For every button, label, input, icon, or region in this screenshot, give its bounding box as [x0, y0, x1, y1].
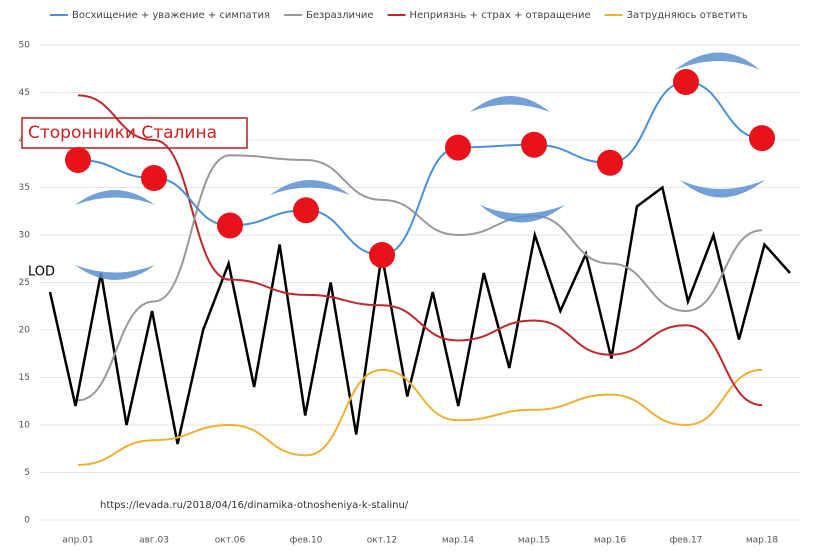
- legend-label: Восхищение + уважение + симпатия: [72, 10, 270, 21]
- moons: [75, 52, 765, 280]
- point: [141, 165, 167, 191]
- y-tick-label: 15: [19, 373, 30, 383]
- legend-label: Неприязнь + страх + отвращение: [410, 10, 591, 21]
- point: [217, 212, 243, 239]
- point: [293, 197, 319, 224]
- point: [597, 149, 623, 176]
- y-tick-label: 50: [19, 41, 31, 51]
- y-tick-label: 10: [19, 421, 31, 431]
- y-tick-label: 25: [19, 278, 30, 288]
- x-tick-label: окт.12: [367, 536, 398, 546]
- y-tick-label: 30: [19, 231, 31, 241]
- point: [369, 241, 395, 268]
- point: [65, 146, 91, 173]
- source-url: https://levada.ru/2018/04/16/dinamika-ot…: [100, 500, 409, 511]
- moon: [75, 190, 155, 205]
- moon: [270, 180, 350, 195]
- series-line: [77, 368, 763, 466]
- y-tick-label: 35: [19, 183, 30, 193]
- point: [673, 69, 699, 96]
- x-tick-label: апр.01: [62, 536, 93, 546]
- x-tick-label: авг.03: [139, 536, 169, 546]
- x-tick-label: фев.10: [290, 536, 323, 546]
- moon: [675, 52, 760, 70]
- moon: [480, 205, 565, 223]
- point: [521, 131, 547, 158]
- point: [445, 134, 471, 161]
- legend-label: Затрудняюсь ответить: [627, 10, 748, 21]
- y-tick-label: 5: [24, 468, 30, 478]
- x-tick-label: мар.18: [746, 536, 779, 546]
- series-line: [77, 154, 763, 402]
- series-line: [77, 81, 763, 256]
- x-tick-label: мар.15: [518, 536, 550, 546]
- moon: [680, 180, 765, 198]
- point: [749, 125, 775, 152]
- x-tick-label: мар.14: [442, 536, 475, 546]
- series-line: [77, 94, 763, 407]
- legend-label: Безразличие: [306, 10, 374, 21]
- annotation: Сторонники Сталина: [28, 123, 217, 143]
- lod-line: [48, 185, 791, 445]
- y-tick-label: 0: [24, 516, 30, 526]
- annotation-box: [21, 117, 248, 149]
- moon: [470, 96, 550, 112]
- lod-label: LOD: [28, 265, 55, 280]
- x-tick-label: мар.16: [594, 536, 627, 546]
- x-tick-label: фев.17: [670, 536, 703, 546]
- moon: [75, 265, 155, 280]
- y-tick-label: 45: [19, 88, 30, 98]
- y-tick-label: 20: [19, 326, 31, 336]
- x-tick-label: окт.06: [215, 536, 246, 546]
